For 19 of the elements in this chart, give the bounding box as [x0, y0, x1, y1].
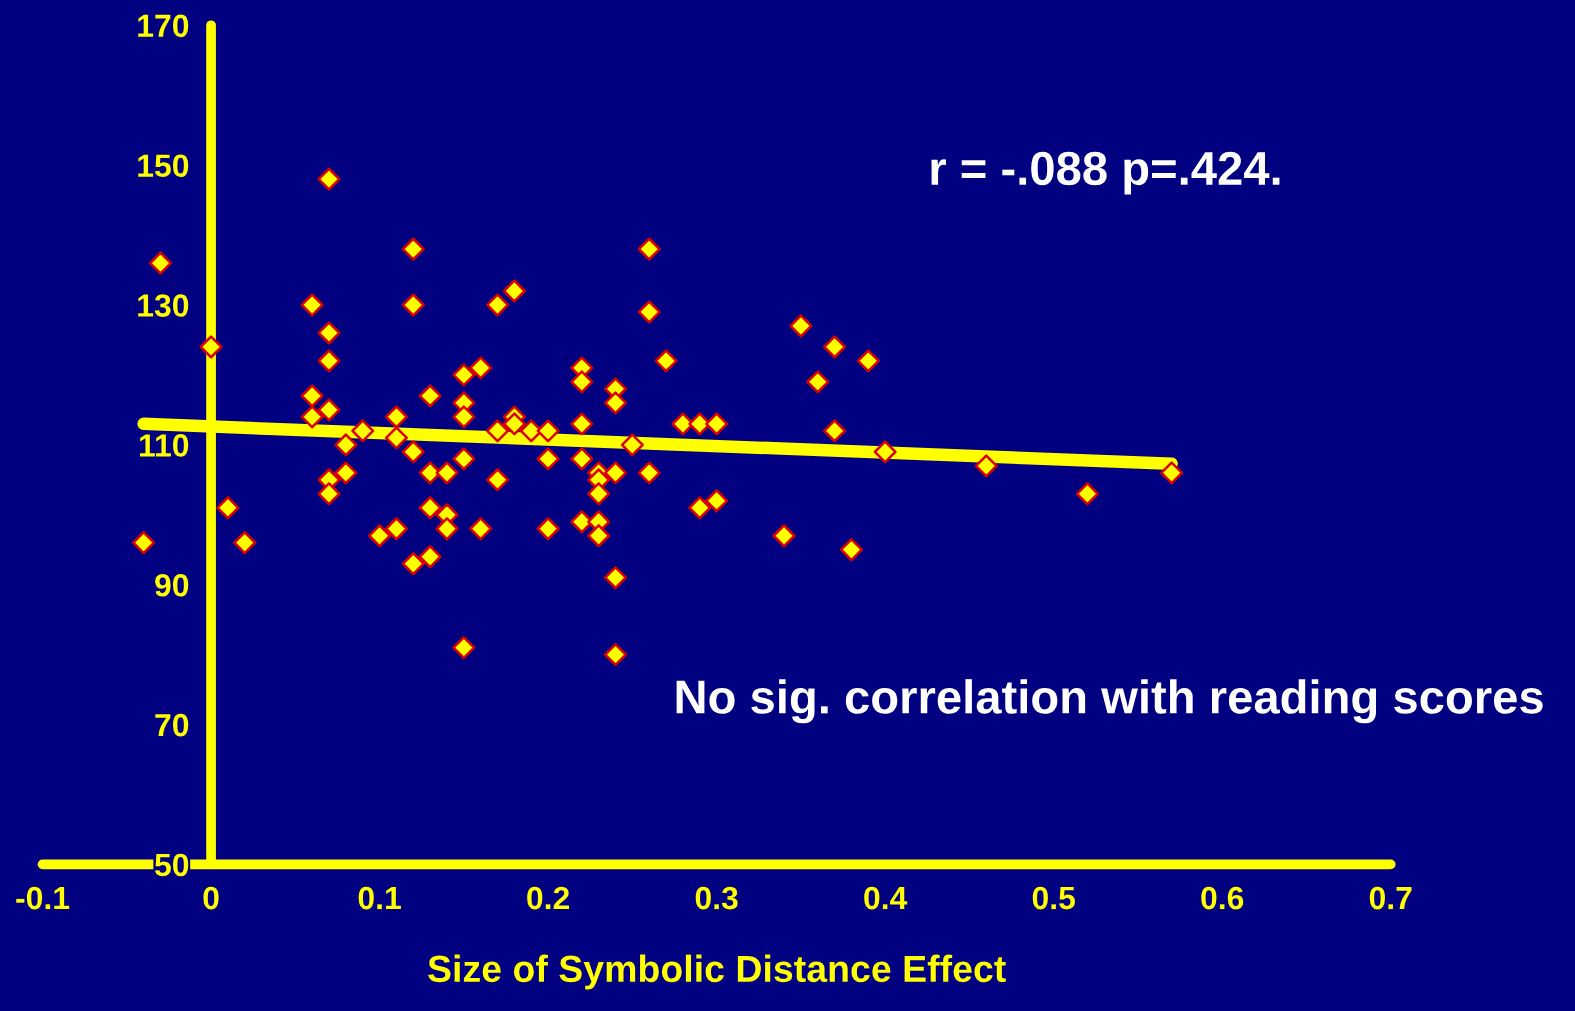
y-tick-label: 90: [155, 573, 189, 597]
y-tick-label: 50: [154, 853, 189, 877]
annotation: r = -.088 p=.424.: [931, 151, 1280, 195]
annotation: No sig. correlation with reading scores: [676, 679, 1543, 724]
x-axis-title: Size of Symbolic Distance Effect: [428, 954, 1006, 990]
y-tick-label: 70: [155, 713, 189, 737]
y-tick-label: 130: [138, 294, 189, 317]
x-tick-label: 0.6: [1201, 886, 1244, 910]
x-tick-label: 0.4: [864, 886, 908, 910]
y-tick-label: 110: [140, 434, 189, 457]
y-tick-label: 170: [138, 14, 189, 38]
x-tick-label: -0.1: [16, 886, 70, 910]
x-tick-label: 0.2: [527, 886, 570, 910]
x-tick-label: 0.1: [358, 886, 401, 910]
y-tick-label: 150: [138, 154, 189, 178]
x-tick-label: 0.5: [1032, 886, 1075, 910]
x-tick-label: 0.7: [1369, 886, 1412, 910]
x-tick-label: 0.3: [695, 886, 738, 910]
x-tick-label: 0: [203, 886, 219, 910]
